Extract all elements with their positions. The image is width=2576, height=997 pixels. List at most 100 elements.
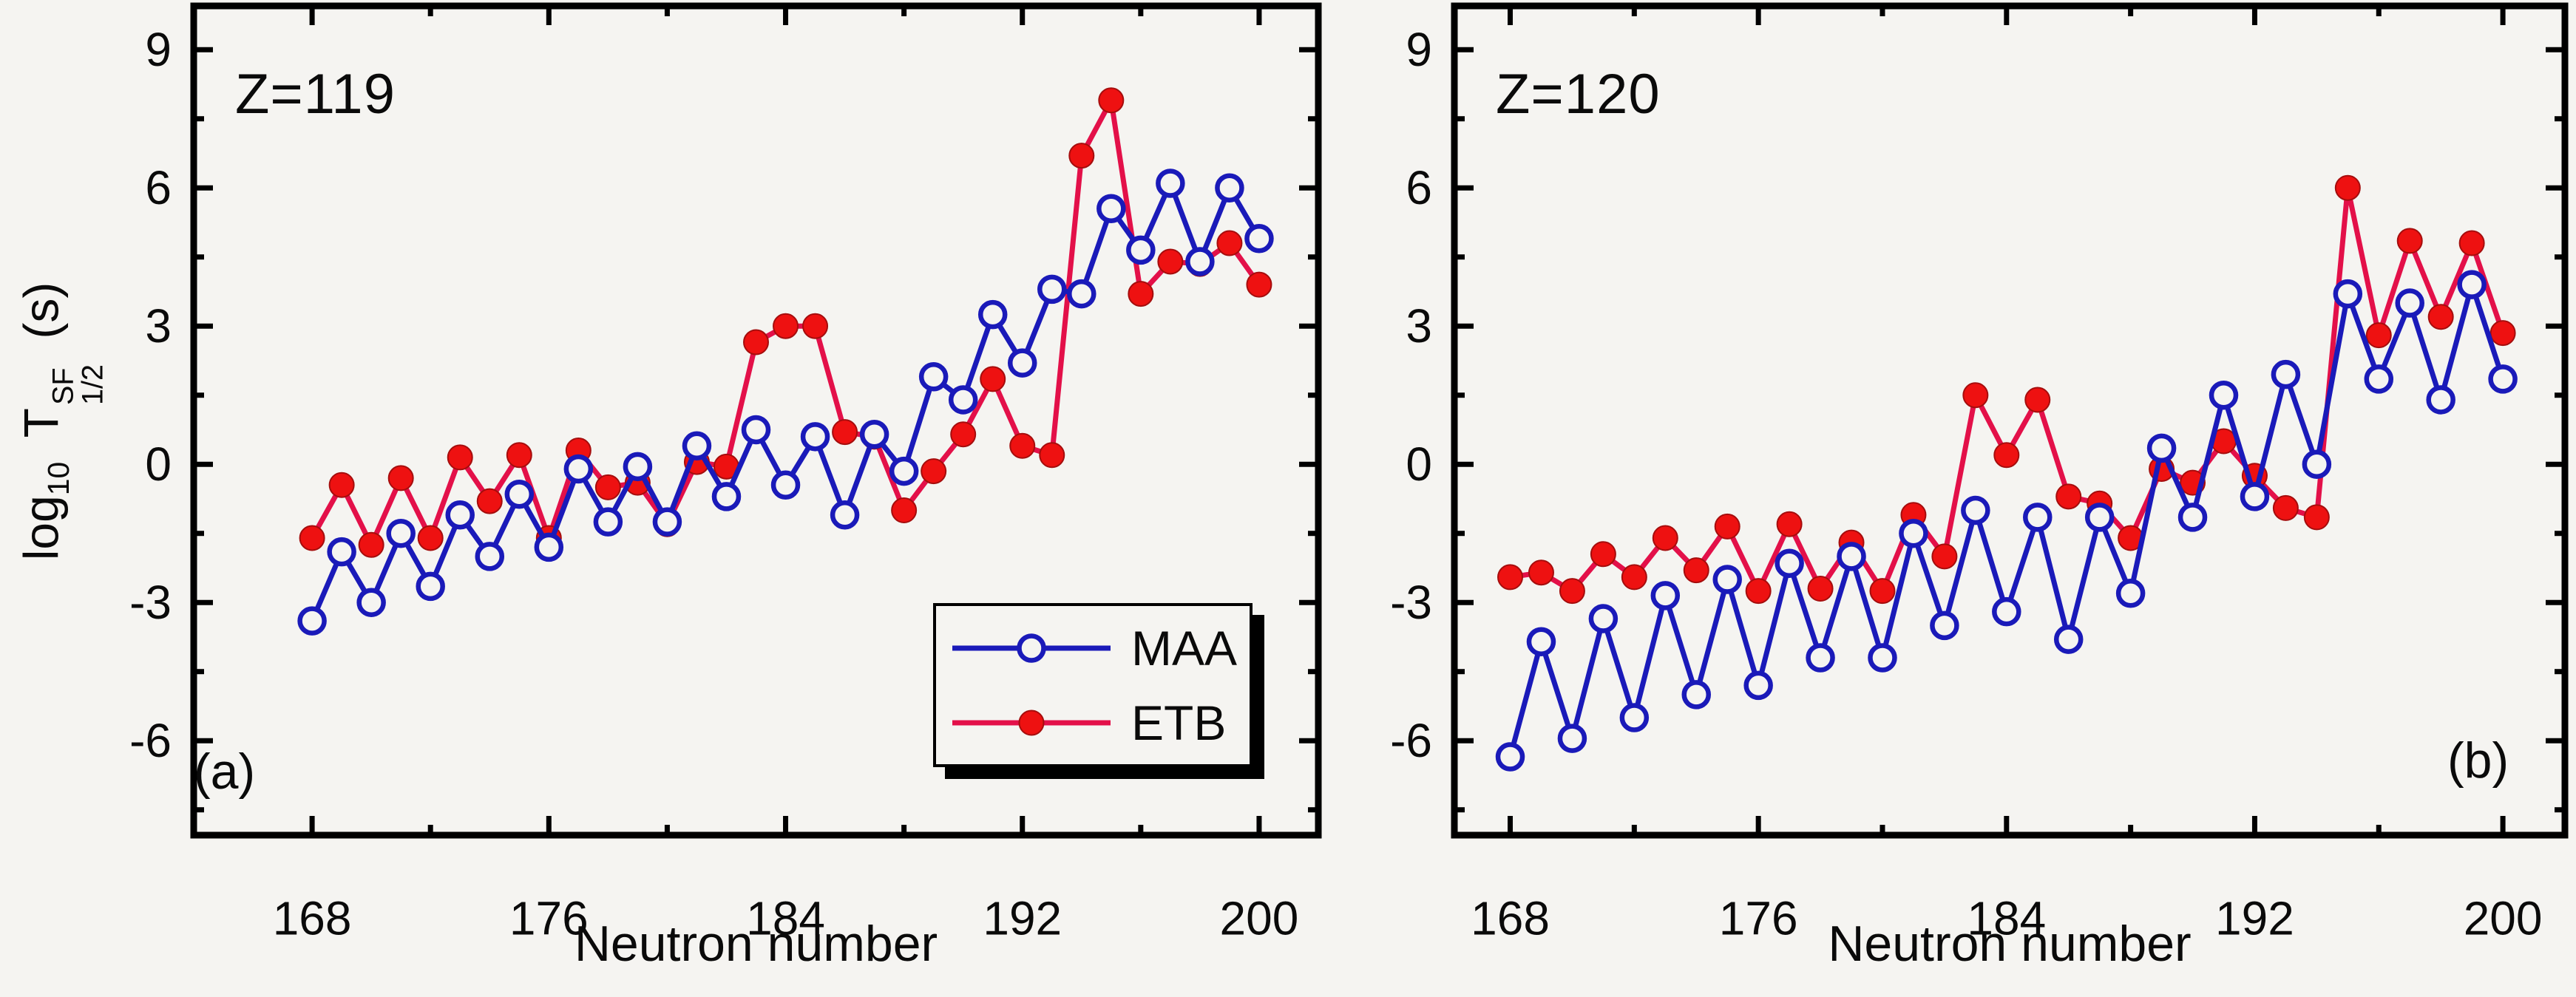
data-point-maa [1868, 643, 1897, 673]
data-point-maa [386, 518, 416, 548]
legend-item-etb: ETB [946, 695, 1250, 751]
data-point-etb [387, 465, 414, 491]
y-tick-label: 0 [145, 438, 172, 491]
maa-line [1508, 282, 2506, 760]
data-point-maa [1619, 703, 1650, 732]
panel-a-corner-label: (a) [194, 744, 256, 800]
data-point-maa [1185, 247, 1215, 276]
data-point-etb [417, 525, 444, 551]
data-point-maa [652, 507, 682, 537]
data-point-maa [356, 588, 386, 617]
data-point-etb [1590, 541, 1616, 568]
etb-line-sample-icon [952, 710, 1111, 735]
panel-b-x-axis-title: Neutron number [1828, 916, 2192, 972]
data-point-etb [594, 474, 621, 500]
data-point-maa [918, 362, 949, 392]
data-point-maa [1961, 495, 1990, 525]
data-point-etb [2272, 494, 2299, 521]
panel-b-title: Z=120 [1496, 63, 1661, 126]
data-point-etb [2024, 387, 2051, 413]
data-point-maa [1215, 173, 1244, 203]
data-point-maa [1775, 548, 1804, 578]
y-tick-label: 3 [145, 299, 172, 353]
legend-label-maa: MAA [1131, 620, 1238, 676]
data-point-maa [2271, 359, 2301, 389]
x-tick-label: 176 [1719, 891, 1798, 945]
data-point-etb [1009, 432, 1036, 459]
data-point-maa [2177, 503, 2208, 532]
data-point-etb [1068, 143, 1095, 169]
data-point-etb [2396, 228, 2423, 254]
data-point-maa [534, 532, 564, 562]
data-point-etb [1497, 564, 1524, 591]
data-point-maa [563, 454, 594, 484]
data-point-etb [1962, 382, 1989, 409]
data-point-maa [1992, 596, 2021, 627]
data-point-maa [1588, 604, 1619, 633]
data-point-etb [1216, 230, 1243, 256]
data-point-maa [2395, 288, 2424, 318]
data-point-etb [1652, 525, 1678, 551]
data-point-etb [2427, 304, 2454, 330]
ylabel-word: log [13, 495, 69, 561]
data-point-maa [2488, 364, 2518, 394]
data-point-etb [476, 488, 503, 514]
data-point-etb [1869, 578, 1896, 605]
data-point-maa [1097, 194, 1126, 224]
y-tick-label: 9 [1406, 23, 1432, 76]
data-point-etb [802, 313, 829, 339]
x-tick-label: 184 [1967, 891, 2046, 945]
data-point-maa [1899, 518, 1928, 548]
data-point-maa [504, 479, 535, 509]
data-point-etb [921, 458, 947, 485]
data-point-maa [445, 500, 475, 530]
ylabel-var-scripts: SF 1/2 [47, 364, 109, 406]
data-point-etb [2365, 322, 2392, 349]
ylabel-units: (s) [13, 282, 69, 339]
data-point-etb [1807, 576, 1834, 602]
data-point-etb [2334, 174, 2361, 201]
data-point-maa [1681, 680, 1712, 710]
data-point-maa [2364, 364, 2394, 394]
data-point-maa [593, 507, 623, 537]
data-point-etb [1621, 564, 1647, 591]
data-point-maa [623, 452, 653, 482]
data-point-maa [2084, 503, 2115, 532]
y-tick-label: 3 [1406, 299, 1432, 353]
x-tick-label: 168 [273, 891, 352, 945]
data-point-maa [1037, 274, 1067, 304]
y-tick-label: -6 [1390, 714, 1432, 767]
data-point-etb [1246, 271, 1272, 298]
data-point-etb [2489, 320, 2516, 347]
data-point-maa [297, 606, 327, 636]
data-point-etb [832, 419, 858, 446]
y-tick-label: 0 [1406, 438, 1432, 491]
data-point-etb [1931, 543, 1958, 570]
data-point-maa [2146, 433, 2177, 463]
series-etb [1497, 174, 2516, 605]
plot-frame [1451, 2, 2569, 839]
data-point-maa [682, 431, 712, 461]
data-point-maa [1244, 224, 1274, 253]
data-point-maa [1837, 542, 1866, 571]
x-tick-label: 184 [746, 891, 825, 945]
data-point-maa [2023, 503, 2053, 532]
data-point-maa [475, 542, 505, 571]
data-point-etb [950, 421, 977, 448]
y-tick-label: 6 [1406, 161, 1432, 214]
data-point-maa [2209, 380, 2239, 410]
data-point-etb [2458, 230, 2485, 256]
data-point-etb [2055, 483, 2082, 510]
data-point-maa [1930, 610, 1959, 641]
panel-a-x-axis-title: Neutron number [574, 916, 938, 972]
data-point-maa [711, 482, 742, 511]
data-point-maa [2457, 270, 2487, 299]
data-point-etb [1559, 578, 1585, 605]
data-point-etb [1528, 559, 1554, 586]
data-point-maa [741, 415, 771, 445]
data-point-maa [2333, 279, 2363, 309]
y-tick-label: -6 [129, 714, 172, 767]
maa-line [309, 180, 1262, 624]
panel-a-title: Z=119 [235, 63, 396, 126]
data-point-maa [2302, 449, 2332, 479]
